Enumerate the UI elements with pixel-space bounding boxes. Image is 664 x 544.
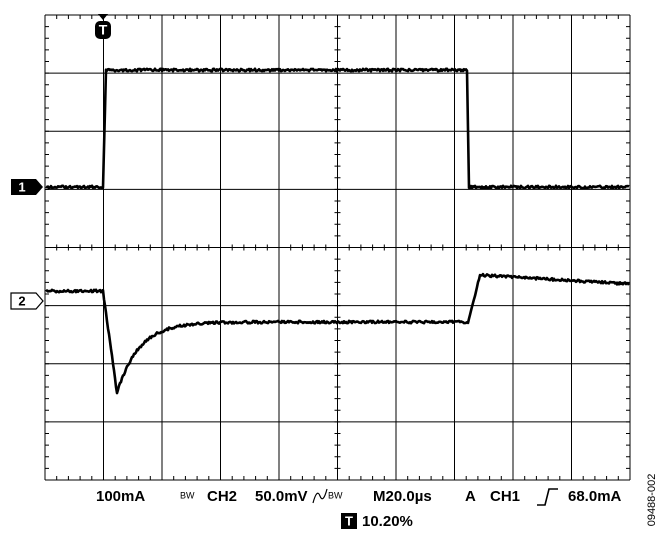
ch2-label: CH2: [207, 488, 237, 505]
bandwidth-flag: BW: [328, 490, 343, 500]
graticule: [44, 14, 631, 481]
ch2-scale: 50.0mV: [255, 488, 308, 505]
trigger-position-icon: [341, 513, 357, 529]
channel-1-label: 1: [18, 179, 25, 194]
trigger-label: T: [99, 22, 108, 38]
trigger-level: 68.0mA: [568, 488, 622, 505]
channel-1-trace: [45, 67, 630, 190]
coupling-symbol: [312, 488, 328, 504]
ch1-scale: 100mA: [96, 488, 145, 505]
edge-symbol: [537, 488, 558, 506]
trigger-source: CH1: [490, 488, 520, 505]
channel-2-trace: [45, 272, 630, 395]
trigger-position-icon-label: T: [345, 513, 353, 528]
figure-id: 09488-002: [646, 474, 658, 527]
channel-2-marker: 2: [10, 292, 44, 310]
timebase: M20.0µs: [373, 488, 432, 505]
bandwidth-flag: BW: [180, 490, 195, 500]
channel-2-label: 2: [18, 293, 25, 308]
trigger-position: 10.20%: [362, 513, 413, 530]
trigger-mode: A: [465, 488, 476, 505]
channel-1-marker: 1: [11, 179, 43, 195]
trigger-marker: T: [95, 14, 111, 39]
